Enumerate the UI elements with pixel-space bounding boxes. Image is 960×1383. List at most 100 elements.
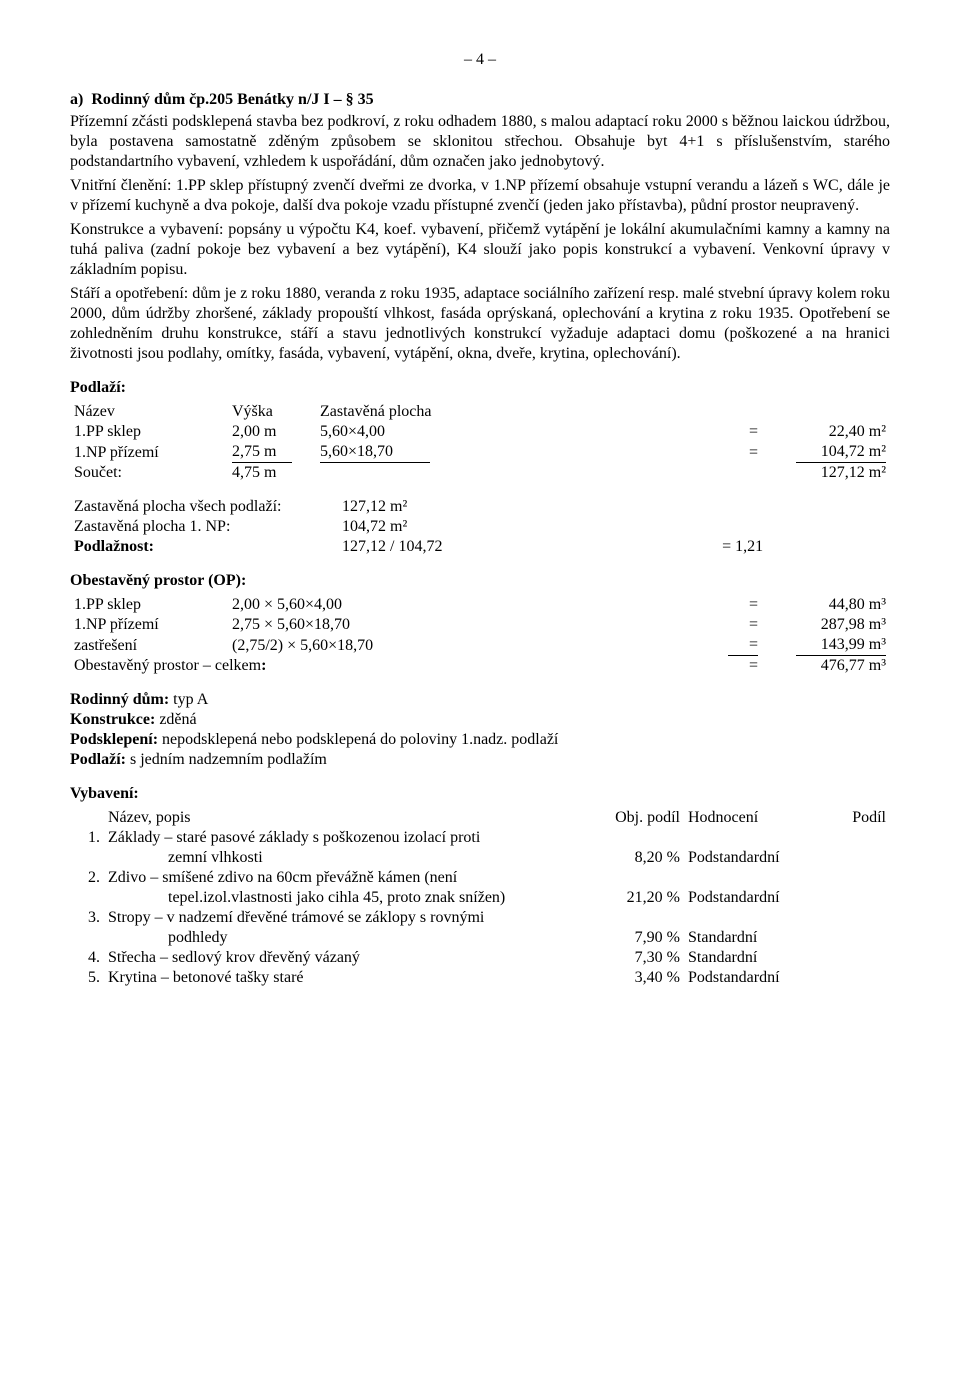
table-row: zastřešení (2,75/2) × 5,60×18,70 = 143,9… (70, 635, 890, 656)
meta-line: Rodinný dům: typ A (70, 690, 890, 710)
cell: 127,12 / 104,72 (338, 537, 718, 557)
meta-block: Rodinný dům: typ A Konstrukce: zděná Pod… (70, 690, 890, 770)
paragraph-4: Stáří a opotřebení: dům je z roku 1880, … (70, 284, 890, 364)
table-row: zemní vlhkosti 8,20 % Podstandardní (70, 848, 890, 868)
cell: Krytina – betonové tašky staré (104, 968, 596, 988)
cell: Zastavěná plocha 1. NP: (70, 517, 338, 537)
cell: tepel.izol.vlastnosti jako cihla 45, pro… (108, 888, 592, 908)
table-row: 1.NP přízemí 2,75 × 5,60×18,70 = 287,98 … (70, 615, 890, 635)
table-sum-row: Součet: 4,75 m 127,12 m² (70, 463, 890, 483)
cell: Zdivo – smíšené zdivo na 60cm převážně k… (104, 868, 596, 888)
cell: 476,77 m³ (762, 656, 890, 676)
cell: 2,00 × 5,60×4,00 (228, 595, 724, 615)
cell: = (724, 615, 762, 635)
cell: = 1,21 (718, 537, 890, 557)
cell: 1.NP přízemí (70, 615, 228, 635)
table-row: Zastavěná plocha 1. NP: 104,72 m² (70, 517, 890, 537)
cell: Zastavěná plocha všech podlaží: (70, 497, 338, 517)
cell: 2. (70, 868, 104, 888)
cell: 1.PP sklep (70, 595, 228, 615)
meta-line: Podlaží: s jedním nadzemním podlažím (70, 750, 890, 770)
cell: 22,40 m² (762, 422, 890, 442)
cell: 2,75 m (228, 442, 316, 463)
table-row: 4. Střecha – sedlový krov dřevěný vázaný… (70, 948, 890, 968)
vybaveni-title: Vybavení: (70, 784, 890, 804)
table-row: 1. Základy – staré pasové základy s pošk… (70, 828, 890, 848)
cell: Základy – staré pasové základy s poškoze… (104, 828, 596, 848)
cell: = (724, 656, 762, 676)
cell: podhledy (108, 928, 592, 948)
op-table: 1.PP sklep 2,00 × 5,60×4,00 = 44,80 m³ 1… (70, 595, 890, 676)
cell: 3. (70, 908, 104, 928)
table-header-row: Název Výška Zastavěná plocha (70, 402, 890, 422)
cell: (2,75/2) × 5,60×18,70 (228, 635, 724, 656)
heading-title: Rodinný dům čp.205 Benátky n/J I – § 35 (91, 91, 373, 108)
col-header: Podíl (822, 808, 890, 828)
table-row: 1.PP sklep 2,00 m 5,60×4,00 = 22,40 m² (70, 422, 890, 442)
meta-line: Podsklepení: nepodsklepená nebo podsklep… (70, 730, 890, 750)
paragraph-1: Přízemní zčásti podsklepená stavba bez p… (70, 112, 890, 172)
cell: = (724, 595, 762, 615)
table-row: 2. Zdivo – smíšené zdivo na 60cm převážn… (70, 868, 890, 888)
table-row: Podlažnost: 127,12 / 104,72 = 1,21 (70, 537, 890, 557)
table-row: podhledy 7,90 % Standardní (70, 928, 890, 948)
op-title: Obestavěný prostor (OP): (70, 571, 890, 591)
table-row: Zastavěná plocha všech podlaží: 127,12 m… (70, 497, 890, 517)
vybaveni-table: Název, popis Obj. podíl Hodnocení Podíl … (70, 808, 890, 988)
cell: 104,72 m² (762, 442, 890, 463)
podlaznost-label: Podlažnost: (74, 538, 154, 555)
col-h-header: Výška (228, 402, 316, 422)
col-name-header: Název (70, 402, 228, 422)
table-row: tepel.izol.vlastnosti jako cihla 45, pro… (70, 888, 890, 908)
section-heading: a) Rodinný dům čp.205 Benátky n/J I – § … (70, 90, 890, 110)
cell: Standardní (684, 948, 822, 968)
paragraph-2: Vnitřní členění: 1.PP sklep přístupný zv… (70, 176, 890, 216)
cell: 104,72 m² (338, 517, 718, 537)
cell: 21,20 % (596, 888, 684, 908)
cell: Stropy – v nadzemí dřevěné trámové se zá… (104, 908, 596, 928)
cell: 2,75 × 5,60×18,70 (228, 615, 724, 635)
meta-line: Konstrukce: zděná (70, 710, 890, 730)
cell: = (724, 635, 762, 656)
cell: 7,90 % (596, 928, 684, 948)
zastavena-table: Zastavěná plocha všech podlaží: 127,12 m… (70, 497, 890, 557)
cell: Podstandardní (684, 888, 822, 908)
cell: 287,98 m³ (762, 615, 890, 635)
podlazi-title: Podlaží: (70, 378, 890, 398)
col-header: Hodnocení (684, 808, 822, 828)
cell: 1.NP přízemí (70, 442, 228, 463)
cell: 1. (70, 828, 104, 848)
cell: 4. (70, 948, 104, 968)
cell: 127,12 m² (762, 463, 890, 483)
col-header: Název, popis (104, 808, 596, 828)
paragraph-3: Konstrukce a vybavení: popsány u výpočtu… (70, 220, 890, 280)
cell: Podstandardní (684, 848, 822, 868)
cell: zemní vlhkosti (108, 848, 592, 868)
table-row: 1.PP sklep 2,00 × 5,60×4,00 = 44,80 m³ (70, 595, 890, 615)
cell: 44,80 m³ (762, 595, 890, 615)
heading-prefix: a) (70, 91, 91, 108)
col-header: Obj. podíl (596, 808, 684, 828)
table-sum-row: Obestavěný prostor – celkem: = 476,77 m³ (70, 656, 890, 676)
cell: Střecha – sedlový krov dřevěný vázaný (104, 948, 596, 968)
table-row: 1.NP přízemí 2,75 m 5,60×18,70 = 104,72 … (70, 442, 890, 463)
cell: 3,40 % (596, 968, 684, 988)
page-number: – 4 – (70, 50, 890, 70)
cell: 5,60×4,00 (316, 422, 724, 442)
cell: zastřešení (70, 635, 228, 656)
cell: 127,12 m² (338, 497, 718, 517)
cell: Podstandardní (684, 968, 822, 988)
cell: Standardní (684, 928, 822, 948)
cell: 5,60×18,70 (316, 442, 724, 463)
table-row: 5. Krytina – betonové tašky staré 3,40 %… (70, 968, 890, 988)
cell: 4,75 m (228, 463, 316, 483)
col-expr-header: Zastavěná plocha (316, 402, 724, 422)
podlazi-table: Název Výška Zastavěná plocha 1.PP sklep … (70, 402, 890, 483)
table-header-row: Název, popis Obj. podíl Hodnocení Podíl (70, 808, 890, 828)
cell: 5. (70, 968, 104, 988)
cell: = (724, 442, 762, 463)
table-row: 3. Stropy – v nadzemí dřevěné trámové se… (70, 908, 890, 928)
cell: 8,20 % (596, 848, 684, 868)
cell: 1.PP sklep (70, 422, 228, 442)
cell: 143,99 m³ (762, 635, 890, 656)
